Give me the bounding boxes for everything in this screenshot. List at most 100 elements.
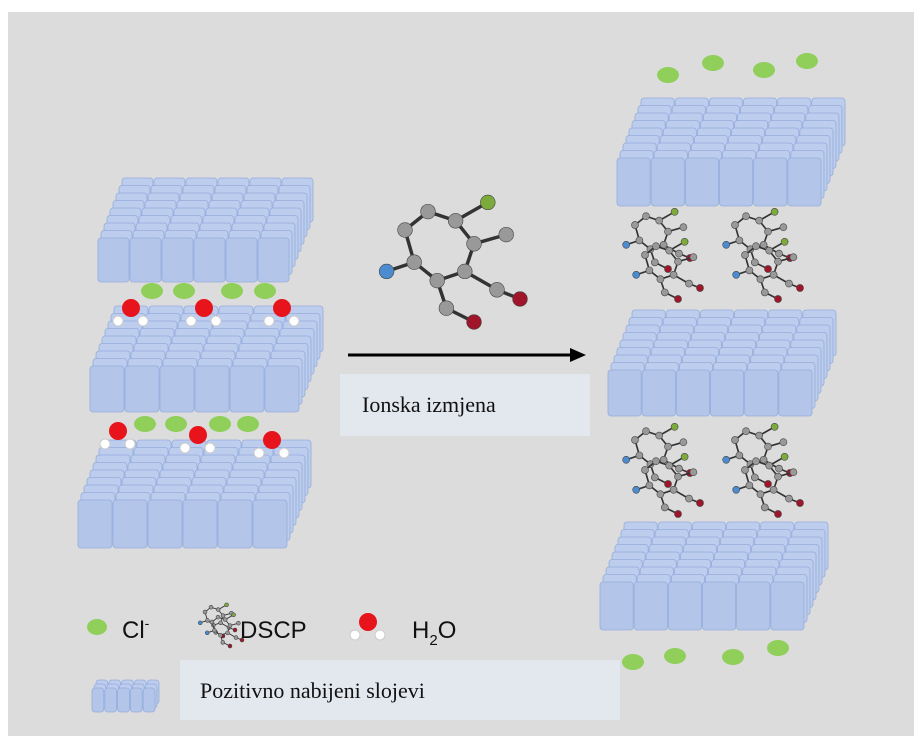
tile bbox=[91, 687, 105, 713]
atom bbox=[660, 503, 669, 512]
atom bbox=[197, 620, 203, 626]
chloride-ion bbox=[664, 648, 686, 664]
atom bbox=[642, 427, 650, 436]
atom bbox=[731, 436, 739, 444]
tile bbox=[182, 499, 218, 549]
chloride-ion bbox=[722, 649, 744, 665]
atom bbox=[212, 628, 217, 633]
cl-charge: - bbox=[145, 615, 150, 631]
chloride-ion bbox=[173, 283, 195, 299]
atom bbox=[674, 510, 682, 518]
chloride-ion bbox=[237, 416, 259, 432]
tile bbox=[193, 237, 226, 283]
tile bbox=[229, 365, 265, 413]
atom bbox=[420, 203, 436, 220]
atom bbox=[745, 266, 754, 275]
hydrogen bbox=[210, 315, 222, 327]
o-symbol: O bbox=[438, 617, 457, 644]
oxygen bbox=[195, 299, 213, 317]
hydrogen bbox=[137, 315, 149, 327]
atom bbox=[689, 468, 698, 477]
chloride-ion bbox=[622, 654, 644, 670]
tile bbox=[104, 687, 118, 713]
atom bbox=[202, 609, 208, 615]
arrow-head bbox=[570, 348, 586, 362]
h-symbol: H bbox=[412, 617, 429, 644]
atom bbox=[208, 604, 214, 610]
atom bbox=[218, 620, 223, 626]
atom bbox=[679, 438, 688, 447]
atom bbox=[660, 288, 669, 297]
atom bbox=[735, 451, 744, 460]
subscript: 2 bbox=[429, 632, 437, 649]
atom bbox=[674, 257, 682, 266]
oxygen bbox=[122, 299, 140, 317]
atom bbox=[696, 284, 704, 292]
legend-water-icon bbox=[349, 613, 386, 641]
tile bbox=[129, 687, 143, 713]
atom bbox=[775, 249, 783, 258]
atom bbox=[655, 431, 664, 440]
atom bbox=[664, 442, 672, 451]
tile bbox=[641, 369, 676, 417]
atom bbox=[225, 630, 230, 636]
atom bbox=[498, 226, 514, 243]
chloride-ions bbox=[134, 53, 818, 670]
atom bbox=[770, 207, 779, 216]
atom bbox=[378, 263, 395, 280]
atom bbox=[632, 270, 641, 279]
atom bbox=[765, 246, 774, 255]
atom bbox=[769, 270, 778, 279]
tile bbox=[667, 581, 702, 631]
atom bbox=[670, 207, 679, 216]
atom bbox=[236, 620, 241, 626]
atom bbox=[232, 627, 238, 633]
dscp-molecules bbox=[378, 194, 804, 518]
atom bbox=[674, 472, 682, 481]
atom bbox=[760, 503, 769, 512]
legend-dscp: DSCP bbox=[240, 617, 307, 644]
chloride-ion bbox=[165, 416, 187, 432]
atom bbox=[635, 236, 644, 245]
atom bbox=[731, 221, 739, 229]
chloride-ion bbox=[254, 283, 276, 299]
atom bbox=[742, 427, 750, 436]
atom bbox=[642, 212, 650, 221]
chloride-ion bbox=[134, 416, 156, 432]
atom bbox=[752, 457, 760, 466]
atom bbox=[789, 253, 798, 262]
tile bbox=[599, 581, 634, 631]
tile bbox=[124, 365, 160, 413]
atom bbox=[438, 300, 455, 316]
atom bbox=[406, 254, 422, 270]
atom bbox=[774, 257, 782, 266]
atom bbox=[760, 288, 769, 297]
atom bbox=[670, 422, 679, 431]
atom bbox=[685, 279, 693, 288]
atom bbox=[669, 485, 678, 494]
tile bbox=[77, 499, 113, 549]
atom bbox=[429, 272, 445, 289]
tile bbox=[112, 499, 148, 549]
atom bbox=[779, 438, 788, 447]
atom bbox=[664, 265, 672, 273]
atom bbox=[735, 236, 744, 245]
tile bbox=[225, 237, 258, 283]
tile bbox=[702, 581, 737, 631]
atom bbox=[218, 632, 223, 638]
atom bbox=[774, 510, 782, 518]
tile bbox=[252, 499, 288, 549]
atom bbox=[631, 221, 639, 229]
atom bbox=[764, 227, 772, 236]
tile bbox=[607, 369, 642, 417]
tile bbox=[736, 581, 771, 631]
atom bbox=[447, 213, 464, 229]
tile bbox=[217, 499, 253, 549]
tile bbox=[117, 687, 130, 713]
atom bbox=[796, 499, 804, 507]
oxygen bbox=[189, 426, 207, 444]
atom bbox=[215, 607, 221, 612]
hydrogen bbox=[253, 447, 265, 459]
oxygen bbox=[273, 299, 291, 317]
